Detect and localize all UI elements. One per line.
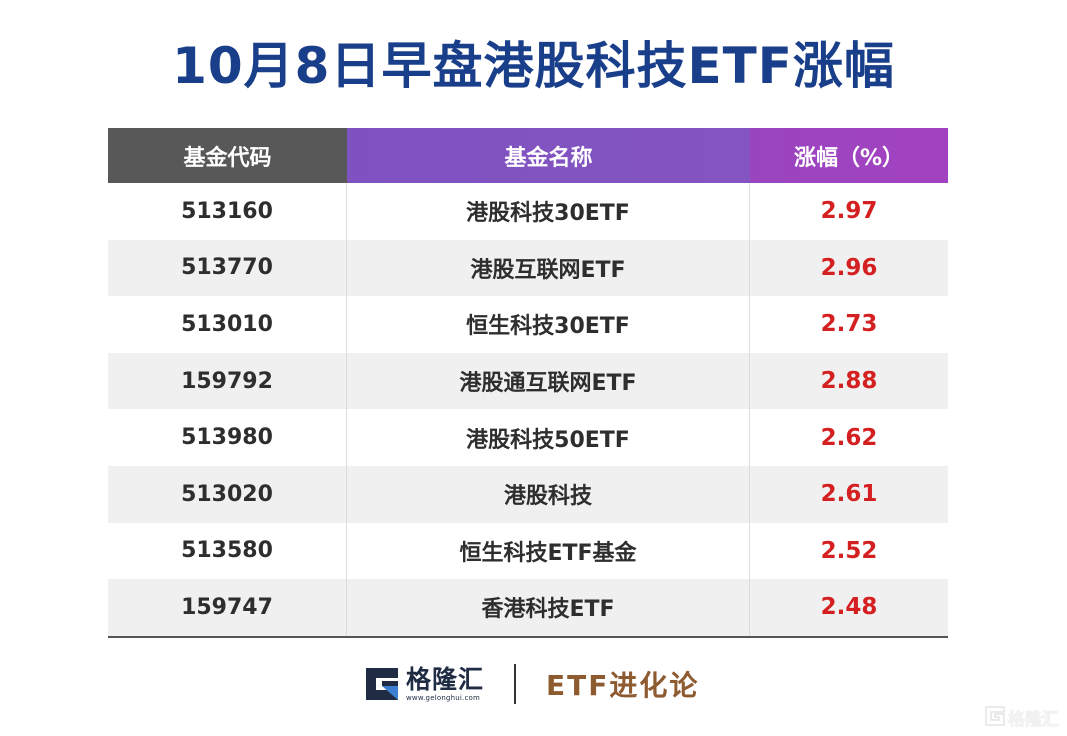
- fund-code: 513580: [108, 522, 347, 580]
- fund-name: 恒生科技ETF基金: [347, 522, 750, 580]
- fund-name: 港股科技30ETF: [347, 183, 750, 240]
- fund-change: 2.62: [820, 424, 878, 451]
- brand-block: 格隆汇 www.gelonghui.com: [406, 664, 485, 703]
- fund-change: 2.73: [820, 311, 878, 338]
- fund-name: 港股互联网ETF: [347, 239, 750, 297]
- fund-code: 159747: [108, 579, 347, 636]
- etf-table: 基金代码 基金名称 涨幅（%） 513160 港股科技30ETF 2.97 51…: [108, 128, 948, 638]
- footer-divider: [514, 664, 517, 704]
- fund-name: 港股通互联网ETF: [347, 352, 750, 410]
- brand-name: 格隆汇: [406, 664, 485, 694]
- column-name: ETF进化论: [546, 669, 700, 702]
- fund-code: 513770: [108, 239, 347, 297]
- page-title: 10月8日早盘港股科技ETF涨幅: [172, 37, 895, 95]
- table-row: 159747 香港科技ETF 2.48: [108, 579, 948, 636]
- fund-code: 513160: [108, 183, 347, 240]
- fund-code: 513980: [108, 409, 347, 466]
- fund-change: 2.96: [820, 254, 878, 281]
- fund-code: 513010: [108, 296, 347, 353]
- header-change-pct: 涨幅（%）: [750, 128, 948, 183]
- fund-name: 港股科技50ETF: [347, 409, 750, 466]
- watermark-text: 格隆汇: [1008, 710, 1059, 730]
- watermark-g-logo-icon: [985, 705, 1005, 730]
- fund-name: 港股科技: [347, 465, 750, 523]
- gelonghui-logo-icon: [364, 666, 400, 702]
- watermark: 格隆汇: [985, 705, 1059, 730]
- table-row: 513770 港股互联网ETF 2.96: [108, 239, 948, 297]
- fund-change: 2.48: [820, 594, 878, 621]
- table-row: 513020 港股科技 2.61: [108, 465, 948, 523]
- fund-name: 香港科技ETF: [347, 579, 750, 636]
- header-fund-code: 基金代码: [108, 128, 347, 183]
- header-fund-name: 基金名称: [347, 128, 750, 183]
- table-header: 基金代码 基金名称 涨幅（%）: [108, 128, 948, 183]
- table-row: 513980 港股科技50ETF 2.62: [108, 409, 948, 466]
- fund-code: 159792: [108, 352, 347, 410]
- table-row: 159792 港股通互联网ETF 2.88: [108, 352, 948, 410]
- table-row: 513010 恒生科技30ETF 2.73: [108, 296, 948, 353]
- fund-change: 2.52: [820, 537, 878, 564]
- fund-change: 2.61: [820, 481, 878, 508]
- table-row: 513160 港股科技30ETF 2.97: [108, 183, 948, 240]
- fund-change: 2.88: [820, 368, 878, 395]
- fund-name: 恒生科技30ETF: [347, 296, 750, 353]
- footer-branding: 格隆汇 www.gelonghui.com ETF进化论: [364, 660, 699, 708]
- table-row: 513580 恒生科技ETF基金 2.52: [108, 522, 948, 580]
- brand-url: www.gelonghui.com: [406, 693, 481, 702]
- fund-code: 513020: [108, 465, 347, 523]
- fund-change: 2.97: [820, 198, 878, 225]
